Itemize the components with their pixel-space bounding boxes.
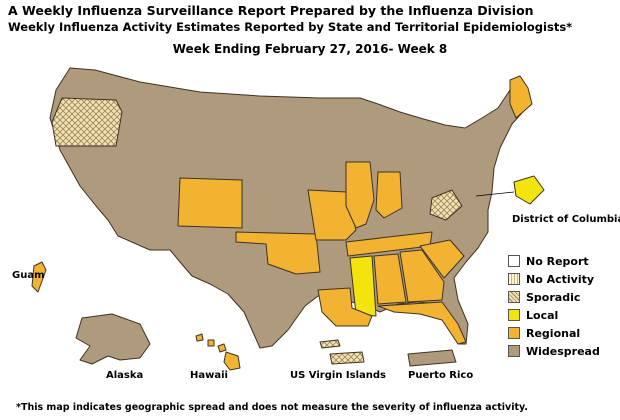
state-missouri [307, 189, 357, 241]
state-west-virginia [429, 189, 463, 221]
hawaii-island-3 [217, 343, 227, 353]
state-mississippi [349, 255, 377, 317]
state-indiana [375, 171, 403, 219]
state-oregon [51, 97, 123, 147]
legend-item-no-activity: No Activity [508, 270, 600, 288]
legend-label-widespread: Widespread [526, 344, 600, 358]
legend-item-sporadic: Sporadic [508, 288, 600, 306]
title-line1: A Weekly Influenza Surveillance Report P… [8, 3, 534, 18]
state-colorado [177, 177, 243, 229]
legend-swatch-widespread [508, 345, 520, 357]
legend-label-sporadic: Sporadic [526, 290, 581, 304]
legend-swatch-local [508, 309, 520, 321]
usvi-island-2 [329, 351, 365, 365]
usvi-island-1 [319, 339, 341, 349]
dc-leader-line [475, 191, 515, 197]
legend-swatch-regional [508, 327, 520, 339]
puerto-rico-shape [407, 349, 457, 367]
state-florida [377, 301, 467, 345]
week-label: Week Ending February 27, 2016- Week 8 [172, 42, 448, 56]
legend-item-regional: Regional [508, 324, 600, 342]
legend-label-no-report: No Report [526, 254, 589, 268]
legend: No Report No Activity Sporadic Local Reg… [508, 252, 600, 360]
state-dc [513, 175, 545, 205]
dc-label: District of Columbia [512, 214, 620, 225]
state-illinois [345, 161, 375, 229]
legend-swatch-no-report [508, 255, 520, 267]
guam-label: Guam [12, 270, 45, 281]
legend-swatch-no-activity [508, 273, 520, 285]
state-louisiana [317, 287, 373, 327]
state-georgia [399, 249, 445, 303]
footnote: *This map indicates geographic spread an… [16, 402, 528, 413]
legend-label-no-activity: No Activity [526, 272, 595, 286]
usvi-label: US Virgin Islands [290, 370, 386, 381]
alaska-shape [75, 313, 151, 365]
legend-label-regional: Regional [526, 326, 581, 340]
hawaii-label: Hawaii [190, 370, 228, 381]
hawaii-island-4 [223, 351, 241, 371]
guam-shape [31, 261, 47, 293]
legend-item-local: Local [508, 306, 600, 324]
legend-label-local: Local [526, 308, 559, 322]
hawaii-island-2 [207, 339, 215, 347]
state-alabama [373, 253, 407, 305]
state-maine [509, 75, 533, 119]
legend-swatch-sporadic [508, 291, 520, 303]
alaska-label: Alaska [106, 370, 144, 381]
hawaii-island-1 [195, 333, 204, 342]
puerto-rico-label: Puerto Rico [408, 370, 474, 381]
legend-item-widespread: Widespread [508, 342, 600, 360]
legend-item-no-report: No Report [508, 252, 600, 270]
title-line2: Weekly Influenza Activity Estimates Repo… [8, 20, 573, 34]
state-south-carolina [419, 239, 465, 279]
